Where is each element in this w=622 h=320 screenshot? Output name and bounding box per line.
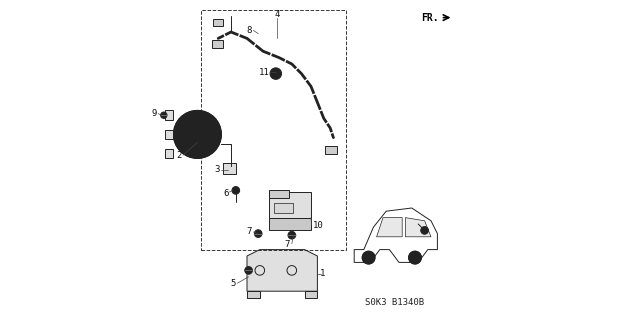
FancyBboxPatch shape <box>223 163 236 174</box>
Polygon shape <box>269 218 311 230</box>
Circle shape <box>365 254 372 261</box>
FancyBboxPatch shape <box>165 149 174 158</box>
Text: 11: 11 <box>259 68 269 76</box>
Text: 5: 5 <box>230 279 236 288</box>
Text: 3: 3 <box>215 165 220 174</box>
Text: 7: 7 <box>285 240 290 249</box>
FancyBboxPatch shape <box>165 130 174 139</box>
FancyBboxPatch shape <box>274 203 294 213</box>
Circle shape <box>270 68 282 79</box>
Circle shape <box>174 110 221 158</box>
Circle shape <box>409 251 421 264</box>
Circle shape <box>412 254 418 261</box>
Circle shape <box>288 231 295 239</box>
FancyBboxPatch shape <box>325 146 337 154</box>
Circle shape <box>232 187 239 194</box>
FancyBboxPatch shape <box>269 190 289 198</box>
Polygon shape <box>406 218 431 237</box>
Text: 8: 8 <box>246 26 252 35</box>
Text: 10: 10 <box>313 221 323 230</box>
Circle shape <box>362 251 375 264</box>
Circle shape <box>420 227 429 234</box>
Circle shape <box>254 230 262 237</box>
Text: 4: 4 <box>275 10 280 19</box>
FancyBboxPatch shape <box>212 40 223 48</box>
Text: 9: 9 <box>151 109 157 118</box>
Polygon shape <box>247 291 260 298</box>
FancyBboxPatch shape <box>213 19 223 26</box>
Circle shape <box>245 267 253 274</box>
Polygon shape <box>354 208 437 262</box>
Text: 6: 6 <box>223 189 228 198</box>
FancyBboxPatch shape <box>165 110 174 120</box>
Text: 7: 7 <box>246 228 252 236</box>
Polygon shape <box>269 192 311 218</box>
Polygon shape <box>376 218 402 237</box>
Circle shape <box>193 130 202 139</box>
Text: 1: 1 <box>320 269 325 278</box>
Text: S0K3 B1340B: S0K3 B1340B <box>364 298 424 307</box>
Text: 2: 2 <box>176 151 182 160</box>
Polygon shape <box>247 250 317 291</box>
Text: FR.: FR. <box>421 12 439 23</box>
Polygon shape <box>305 291 317 298</box>
Circle shape <box>160 112 167 118</box>
